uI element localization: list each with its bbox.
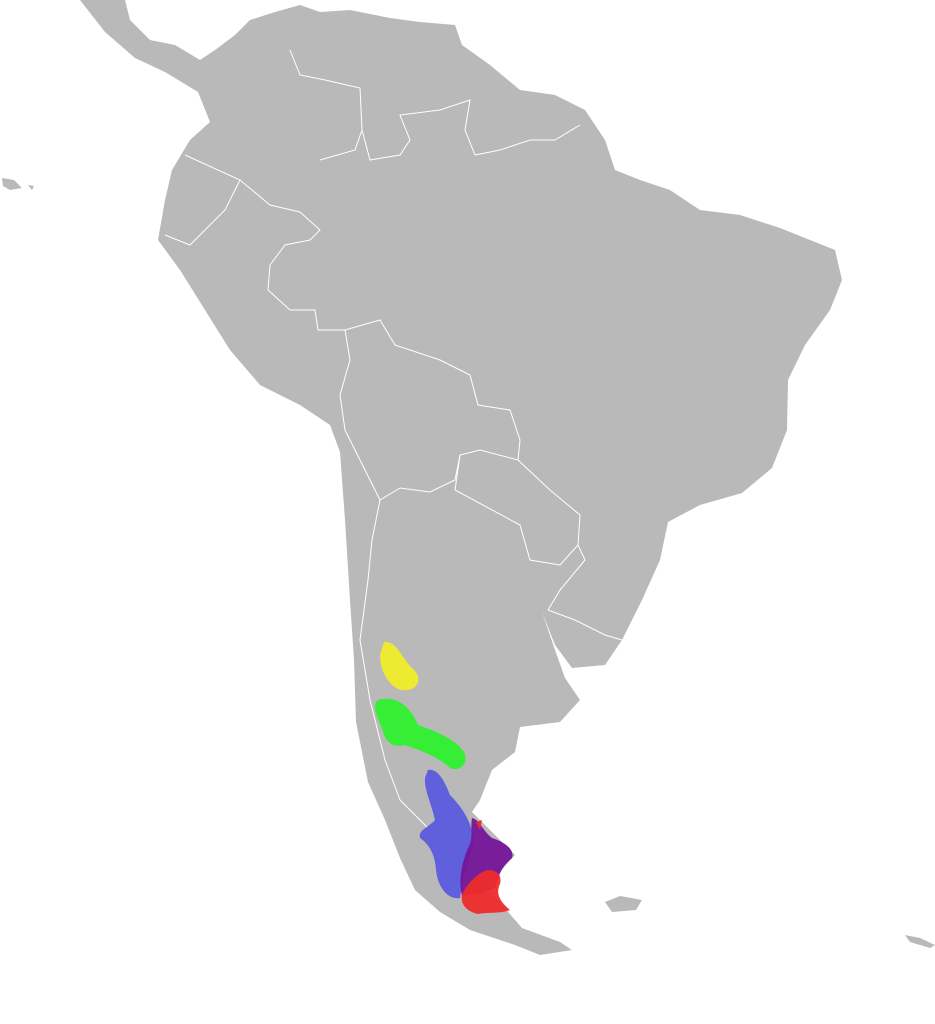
range-green xyxy=(375,698,466,770)
range-red xyxy=(461,820,510,914)
falkland-islands xyxy=(605,896,642,912)
galapagos-islands xyxy=(2,178,34,190)
border-line xyxy=(184,154,586,611)
border-line xyxy=(547,609,623,641)
border-line xyxy=(339,329,519,501)
border-line xyxy=(454,454,579,566)
border-line xyxy=(359,499,431,831)
border-line xyxy=(319,129,363,161)
border-line xyxy=(164,179,241,246)
south-georgia-island xyxy=(905,935,935,948)
land-mass xyxy=(2,0,935,955)
country-borders xyxy=(164,49,623,831)
range-blue xyxy=(419,769,474,899)
range-yellow xyxy=(380,641,419,691)
border-line xyxy=(289,49,581,161)
south-america-landmass xyxy=(80,0,842,955)
range-purple xyxy=(460,818,513,896)
distribution-ranges xyxy=(375,641,513,914)
